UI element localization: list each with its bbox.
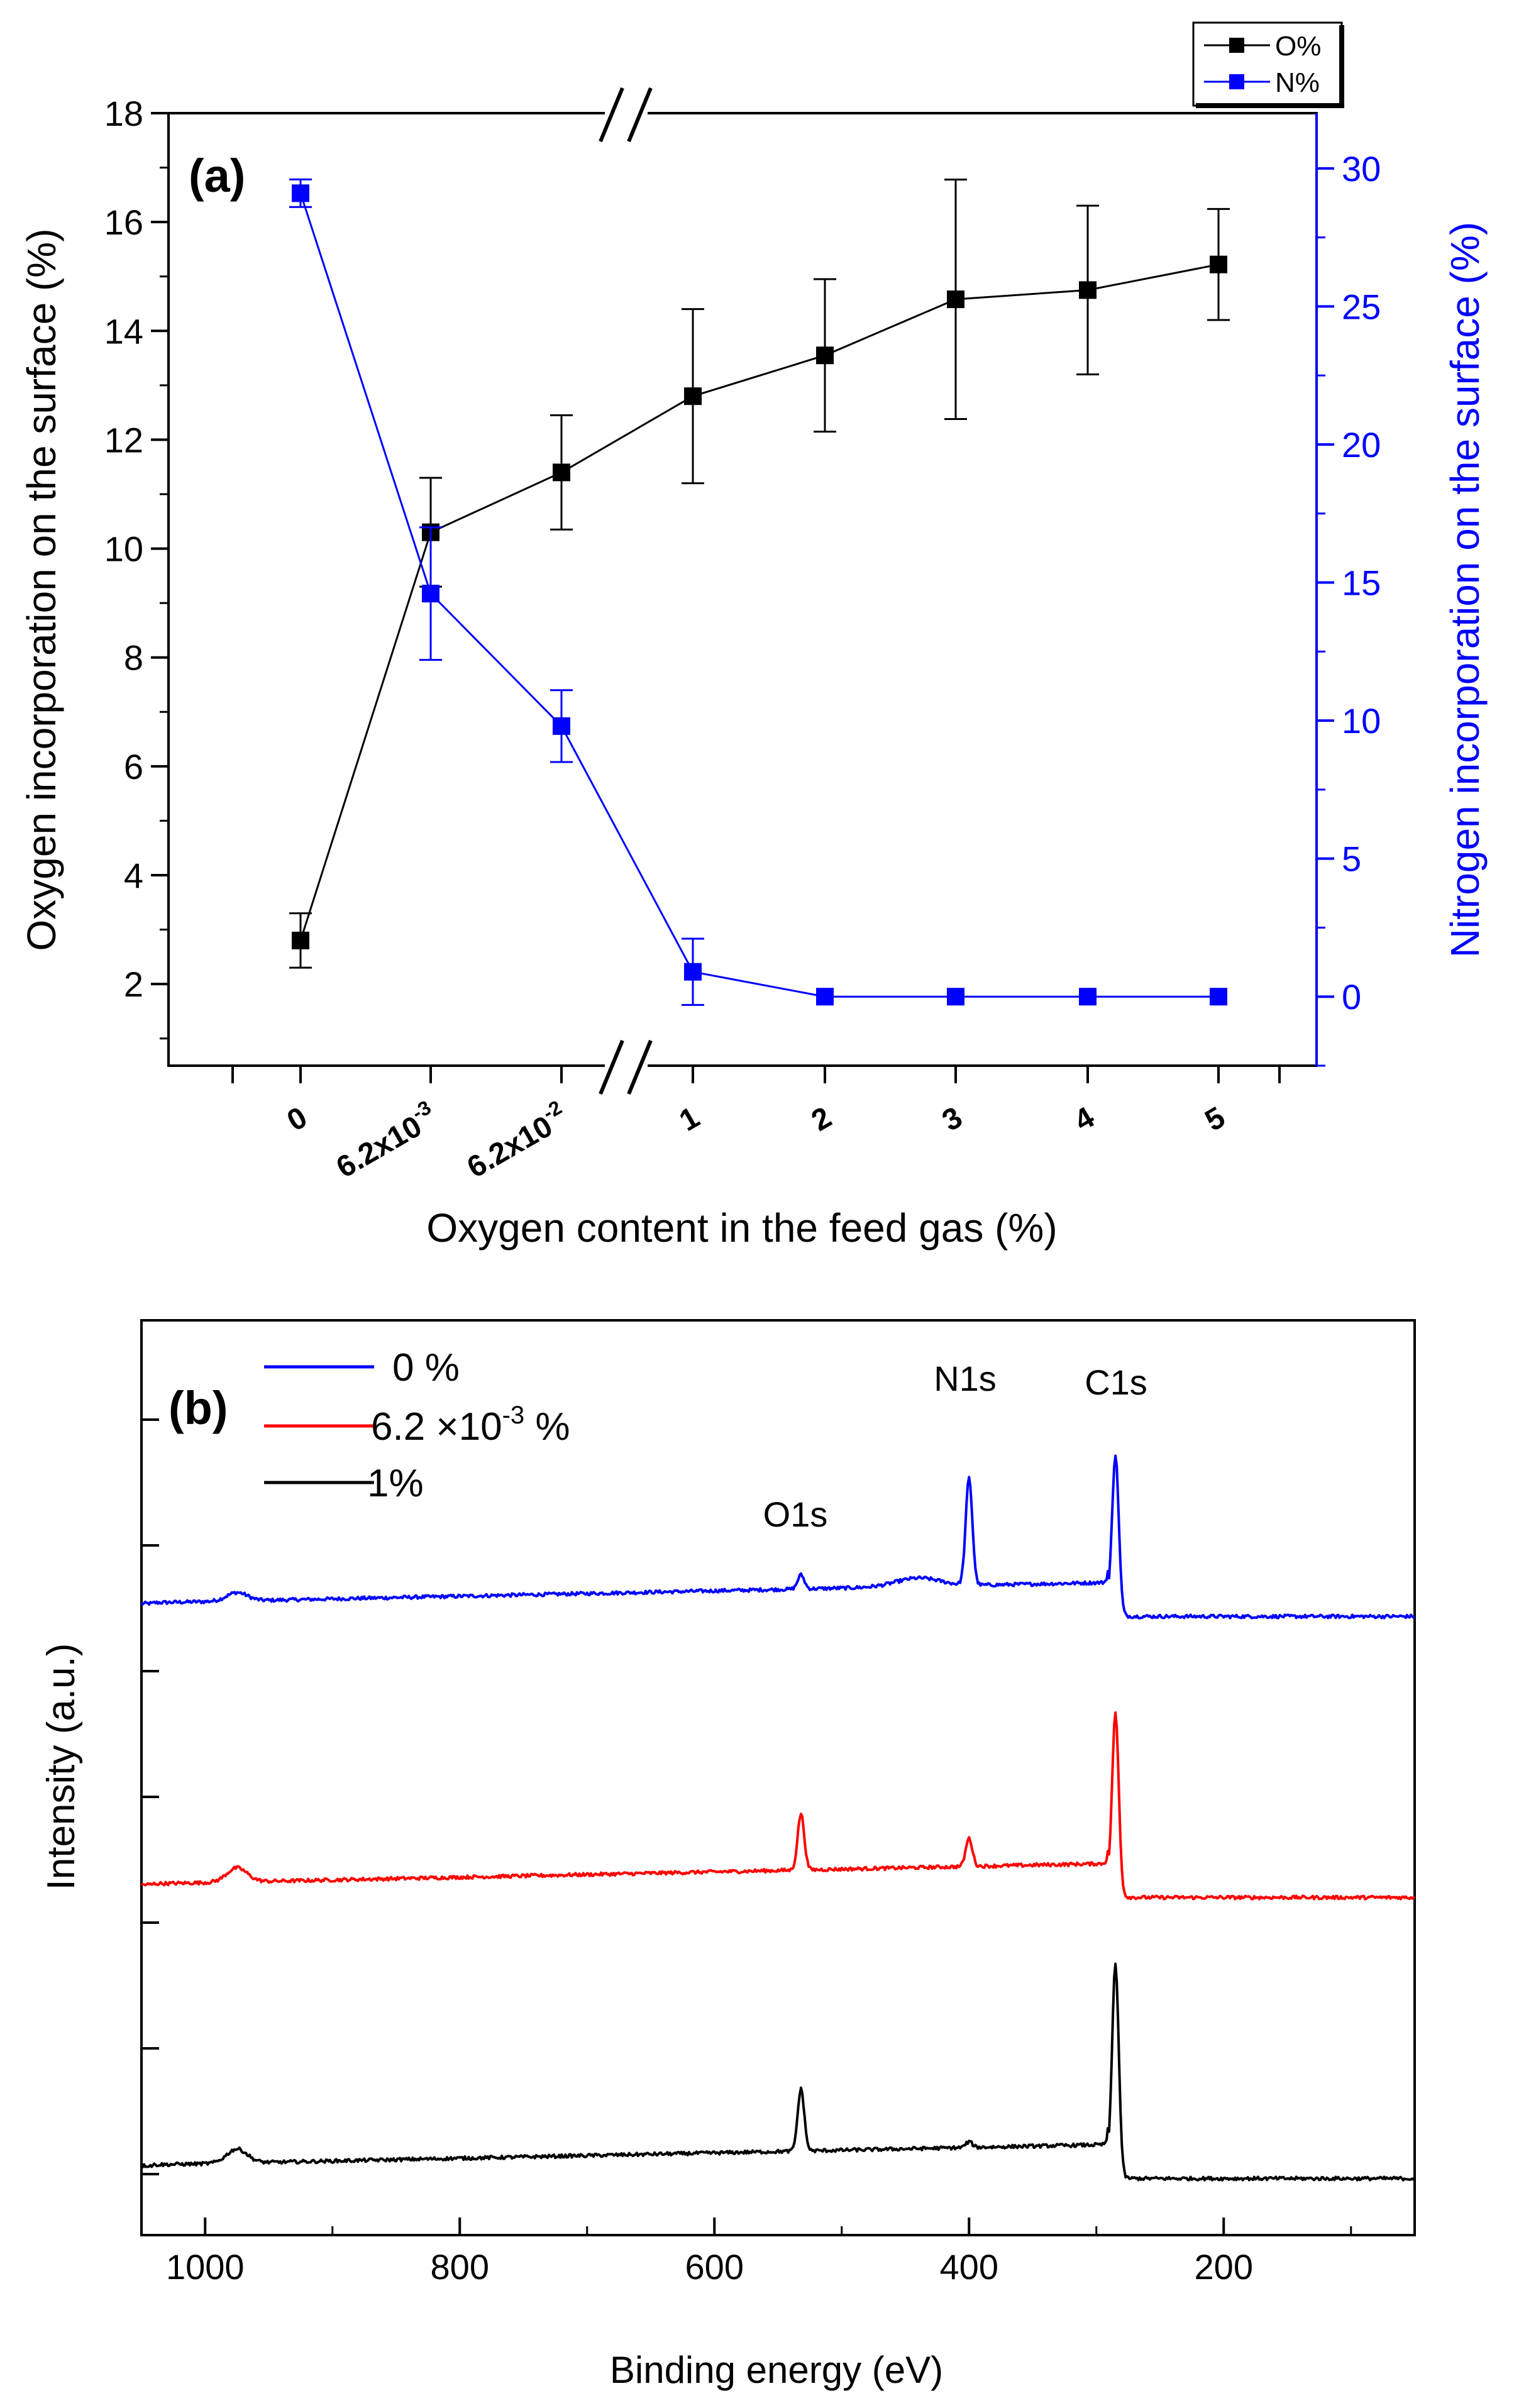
y-left-tick-label: 8 [124,638,143,678]
x-tick-label: 2 [806,1101,837,1138]
y-axis-title-b: Intensity (a.u.) [40,1643,83,1891]
spectrum-line-2 [141,1962,1415,2182]
data-point-o [947,290,964,309]
data-point-o [816,346,834,365]
x-tick-label-b: 200 [1195,2247,1253,2287]
x-tick-label: 6.2x10-2 [459,1096,574,1185]
x-tick-label: 6.2x10-3 [328,1096,443,1185]
y-right-tick-label: 15 [1342,563,1381,603]
x-tick-label: 1 [674,1101,705,1138]
data-point-o [292,931,309,949]
x-axis-title-b: Binding energy (eV) [610,2349,943,2391]
x-tick-label-b: 800 [431,2247,489,2287]
panel-b-label: (b) [169,1382,228,1434]
y-right-tick-label: 30 [1342,149,1381,189]
series-line-N% [299,192,1218,998]
y-right-tick-label: 25 [1342,287,1381,326]
data-point-o [1079,281,1097,299]
x-tick-label-text: 6.2x10 [331,1110,428,1185]
x-tick-label-text: 2 [806,1101,837,1138]
y-left-tick-label: 6 [124,747,143,787]
x-axis-title-a: Oxygen content in the feed gas (%) [426,1205,1057,1251]
legend-b-item-2: 1% [264,1462,424,1505]
y-axis-title-left-a: Oxygen incorporation on the surface (%) [19,228,64,951]
y-left-tick-label: 14 [104,311,143,351]
y-right-tick-label: 0 [1342,977,1361,1017]
data-point-n [816,988,834,1006]
axis-break-bottom [599,1039,653,1095]
panel-a-label: (a) [189,150,245,202]
data-point-o [1210,255,1227,273]
y-right-tick-label: 10 [1342,701,1381,741]
spectrum-line-0 [140,1454,1415,1620]
y-right-tick-label: 5 [1342,839,1361,879]
data-point-n [1079,988,1097,1006]
legend-b-item-1: 6.2 ×10-3 % [264,1401,570,1449]
spectrum-line-1 [140,1711,1416,1901]
y-left-tick-label: 16 [104,202,143,242]
legend-b-label-2: 1% [367,1462,424,1505]
series-line-O% [299,263,1219,941]
x-tick-label: 4 [1069,1100,1100,1137]
y-left-tick-label: 10 [104,529,143,569]
data-point-o [553,463,570,482]
data-point-n [422,585,439,603]
data-point-n [292,184,309,202]
legend-b-label-1: 6.2 ×10-3 % [371,1401,570,1449]
panel-b: 1000 800 600 400 200 (b) O1s N1s C1s Binding… [40,1319,1416,2391]
x-tick-label-b: 400 [940,2247,998,2287]
x-tick-label-text: 5 [1200,1101,1231,1138]
x-tick-label-text: 0 [282,1101,313,1138]
data-point-n [684,963,702,981]
x-tick-label-text: 6.2x10 [461,1110,558,1185]
y-left-tick-label: 4 [124,856,143,895]
panel-a-frame [167,112,1318,1067]
legend-b-item-0: 0 % [264,1346,460,1389]
peak-label-c1s: C1s [1085,1362,1147,1402]
data-point-n [947,988,964,1006]
data-point-n [1210,988,1227,1006]
legend-a-box [1192,21,1343,107]
panel-b-frame [140,1319,1416,2236]
legend-b-label-0: 0 % [392,1346,460,1389]
x-tick-label-b: 1000 [166,2247,245,2287]
y-axis-title-right-a: Nitrogen incorporation on the surface (%… [1442,222,1488,958]
y-left-tick-label: 2 [124,964,143,1004]
legend-b: 0 % 6.2 ×10-3 % 1% [264,1346,570,1505]
legend-a: O% N% [1192,21,1344,108]
legend-a-marker-n [1229,74,1244,89]
y-right-tick-label: 20 [1342,425,1381,465]
legend-a-label-o: O% [1275,31,1321,62]
x-tick-label-text: 1 [674,1101,705,1138]
data-point-n [553,717,570,735]
y-left-tick-label: 12 [104,420,143,460]
peak-label-o1s: O1s [763,1494,828,1534]
legend-a-item-o: O% [1204,31,1321,62]
y-left-tick-label: 18 [104,94,143,133]
legend-a-marker-o [1229,38,1244,53]
x-tick-label: 3 [937,1101,968,1138]
x-tick-label-b: 600 [685,2247,744,2287]
x-tick-label-text: 4 [1069,1100,1100,1137]
legend-a-label-n: N% [1275,67,1320,98]
x-tick-label: 0 [282,1101,313,1138]
data-point-o [684,387,702,406]
x-tick-label: 5 [1200,1101,1231,1138]
legend-a-item-n: N% [1204,67,1320,98]
peak-label-n1s: N1s [934,1359,997,1398]
axis-break-top [599,87,653,143]
x-tick-label-text: 3 [937,1101,968,1138]
